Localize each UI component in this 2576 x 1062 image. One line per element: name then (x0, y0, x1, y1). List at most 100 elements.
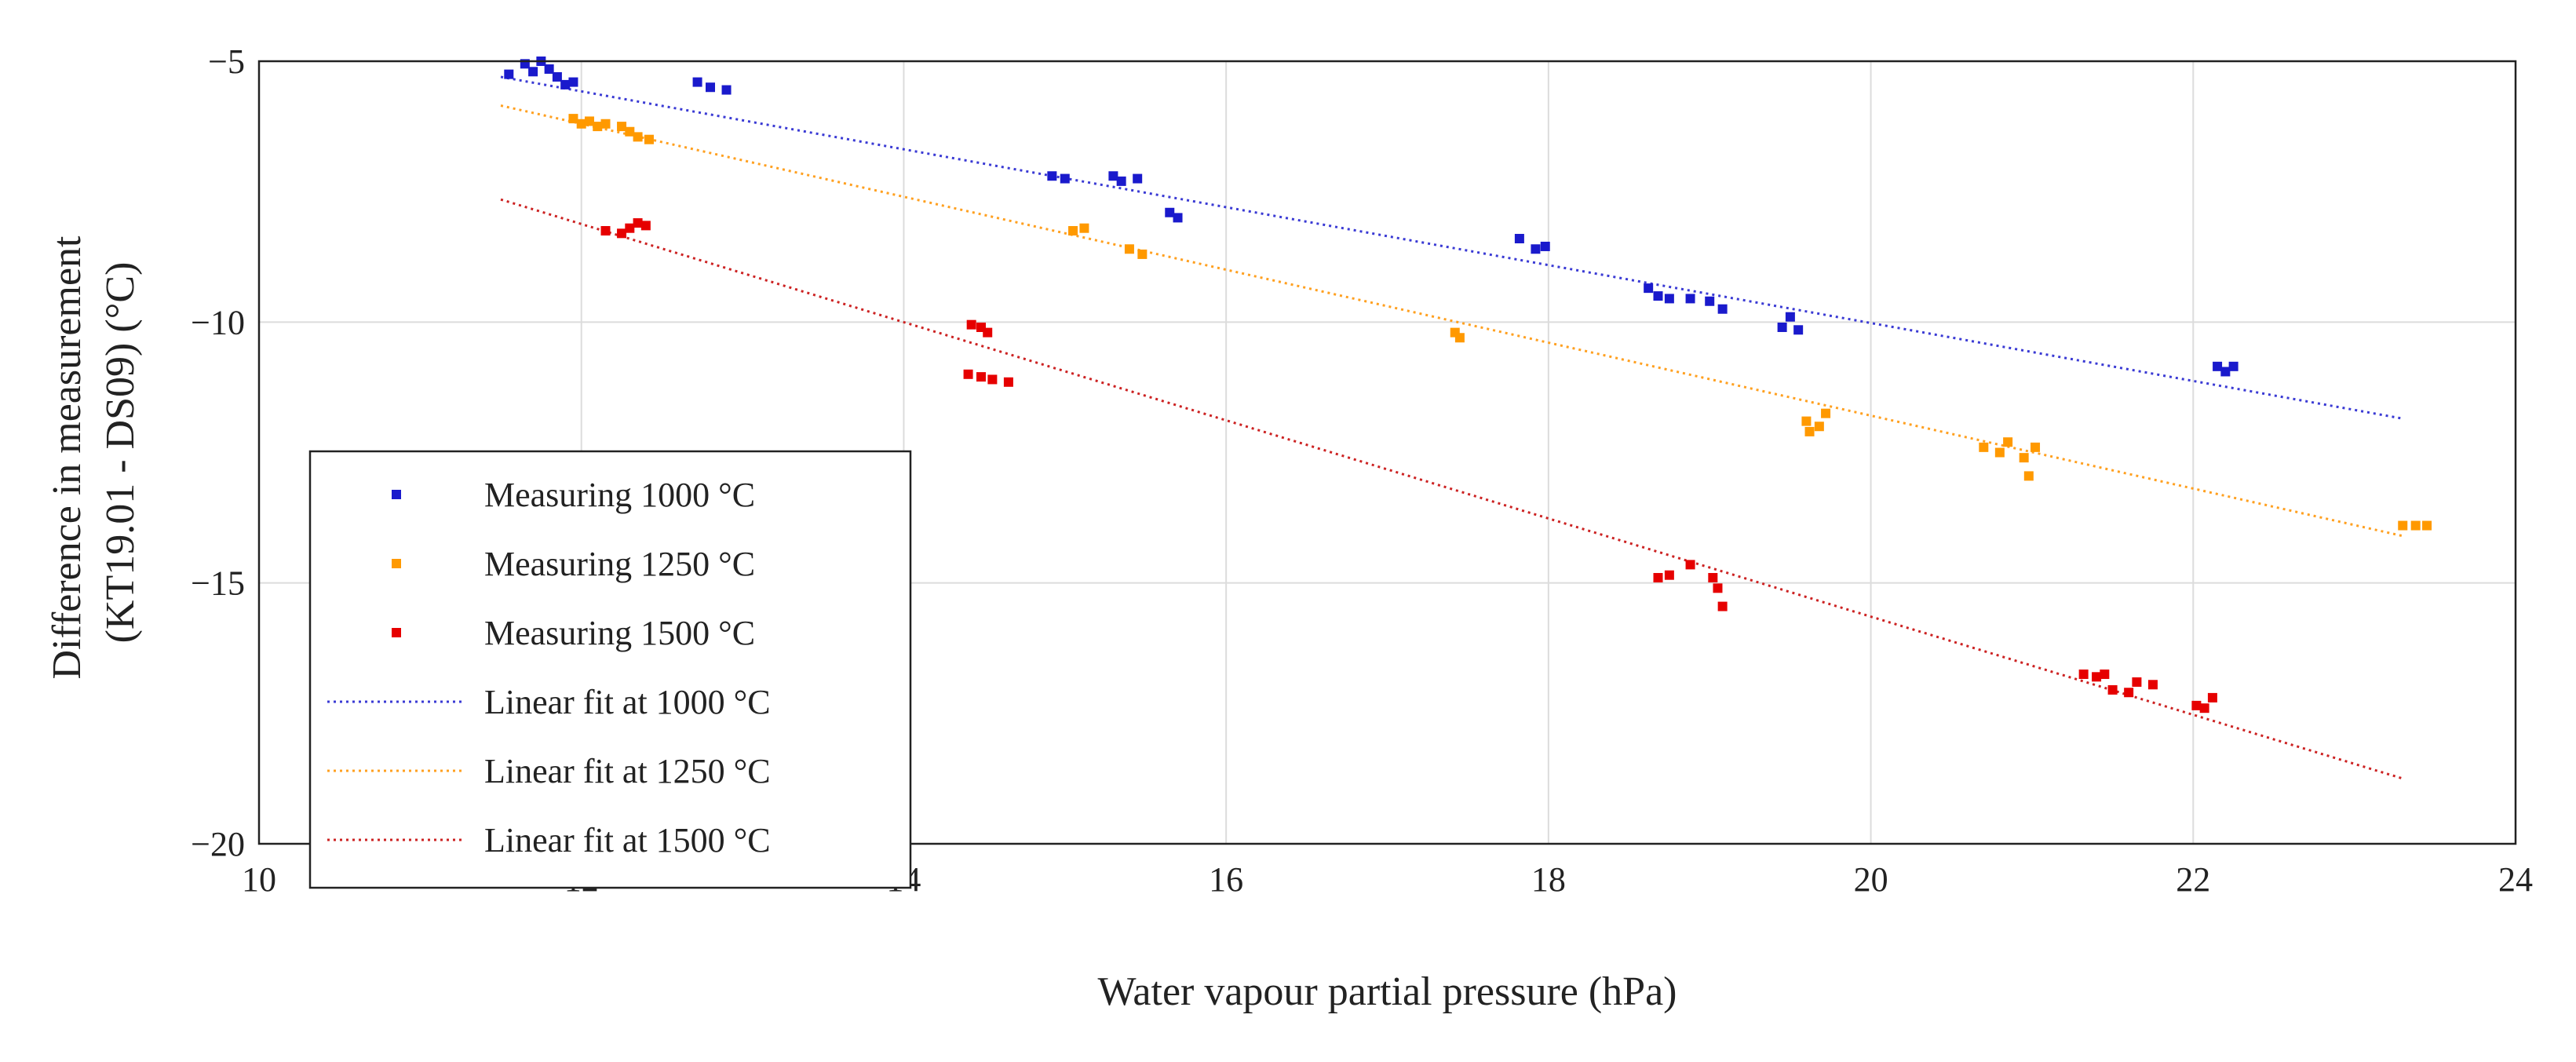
data-point (1705, 296, 1715, 306)
data-point (633, 132, 643, 142)
data-point (976, 372, 986, 382)
data-point (2410, 520, 2421, 531)
data-point (2213, 361, 2223, 371)
data-point (2124, 688, 2134, 698)
data-point (2220, 367, 2231, 377)
data-point (1979, 442, 1989, 452)
data-point (2228, 361, 2238, 371)
data-point (2107, 684, 2118, 695)
data-point (2078, 669, 2089, 679)
data-point (2019, 453, 2029, 463)
x-tick-label: 16 (1209, 860, 1243, 899)
data-point (625, 223, 635, 233)
data-point (692, 77, 702, 87)
y-axis-label-line-1: Difference in measurement (45, 235, 89, 680)
data-point (1713, 583, 1723, 593)
data-point (983, 327, 993, 338)
data-point (584, 116, 594, 126)
y-tick-labels: −5 −10 −15 −20 (191, 42, 245, 863)
data-point (600, 226, 611, 236)
legend-label: Linear fit at 1250 °C (484, 752, 771, 790)
data-point (1785, 312, 1795, 322)
data-point (568, 114, 578, 124)
data-point (2398, 520, 2408, 531)
data-point (1717, 304, 1728, 314)
fit-lines (500, 75, 2403, 780)
data-point (1814, 422, 1824, 432)
data-point (1994, 447, 2005, 458)
legend-label: Measuring 1000 °C (484, 476, 755, 514)
data-point (1804, 426, 1815, 436)
legend-box (308, 450, 912, 889)
data-point (1454, 333, 1465, 343)
y-tick-label: −5 (208, 42, 245, 81)
legend-label: Measuring 1250 °C (484, 545, 755, 583)
legend-marker-swatch (392, 559, 401, 568)
data-point (2100, 669, 2110, 679)
data-point (1514, 233, 1524, 243)
plot-frame (257, 60, 2517, 845)
data-point (528, 67, 538, 77)
data-point (2207, 692, 2217, 703)
data-point (1664, 570, 1674, 580)
data-point (640, 221, 651, 231)
data-point (1124, 244, 1134, 254)
fit-line-3 (500, 75, 2403, 420)
x-axis-label: Water vapour partial pressure (hPa) (1098, 969, 1677, 1014)
data-point (706, 82, 715, 93)
data-point (568, 77, 578, 87)
data-point (2199, 703, 2209, 713)
data-point (1116, 176, 1126, 186)
data-point (1664, 294, 1674, 304)
legend-label: Linear fit at 1500 °C (484, 821, 771, 859)
data-point (1821, 408, 1831, 418)
y-tick-label: −15 (191, 564, 245, 603)
data-point (617, 228, 627, 239)
data-point (1708, 573, 1718, 583)
data-point (1079, 223, 1089, 233)
data-point (1137, 249, 1148, 259)
data-point (963, 369, 973, 379)
data-point (1133, 173, 1143, 184)
data-point (560, 79, 571, 89)
data-point (1047, 171, 1057, 181)
y-tick-label: −20 (191, 825, 245, 863)
data-point (1531, 244, 1541, 254)
data-point (987, 374, 998, 385)
y-axis-label: Difference in measurement (KT19.01 - DS0… (45, 226, 143, 680)
data-point (544, 64, 554, 74)
data-point (2132, 677, 2142, 687)
data-point (1653, 291, 1663, 301)
data-point (1717, 601, 1728, 611)
data-point (552, 71, 562, 82)
data-point (1068, 226, 1078, 236)
data-point (1644, 283, 1654, 294)
data-point (617, 122, 627, 132)
data-point (576, 119, 586, 129)
data-point (504, 69, 514, 79)
data-point (1801, 416, 1812, 426)
data-point (1060, 173, 1070, 184)
fit-line-4 (500, 104, 2403, 538)
legend: Measuring 1000 °C Measuring 1250 °C Measur… (308, 450, 912, 889)
data-point (1540, 241, 1550, 251)
legend-label: Measuring 1500 °C (484, 614, 755, 652)
data-point (1777, 322, 1787, 332)
data-point (1173, 213, 1183, 223)
data-point (1165, 207, 1175, 217)
grid (259, 61, 2516, 844)
x-tick-label: 20 (1854, 860, 1888, 899)
data-point (2031, 442, 2041, 452)
data-point (1793, 325, 1804, 335)
data-point (2422, 520, 2432, 531)
data-point (966, 319, 976, 330)
data-point (2023, 471, 2034, 481)
x-tick-label: 10 (242, 860, 276, 899)
data-point (1653, 573, 1663, 583)
data-point (625, 126, 635, 137)
y-tick-label: −10 (191, 303, 245, 341)
data-point (633, 218, 643, 228)
data-point (593, 122, 603, 132)
y-axis-label-line-2: (KT19.01 - DS09) (°C) (98, 262, 143, 644)
x-tick-label: 18 (1531, 860, 1566, 899)
